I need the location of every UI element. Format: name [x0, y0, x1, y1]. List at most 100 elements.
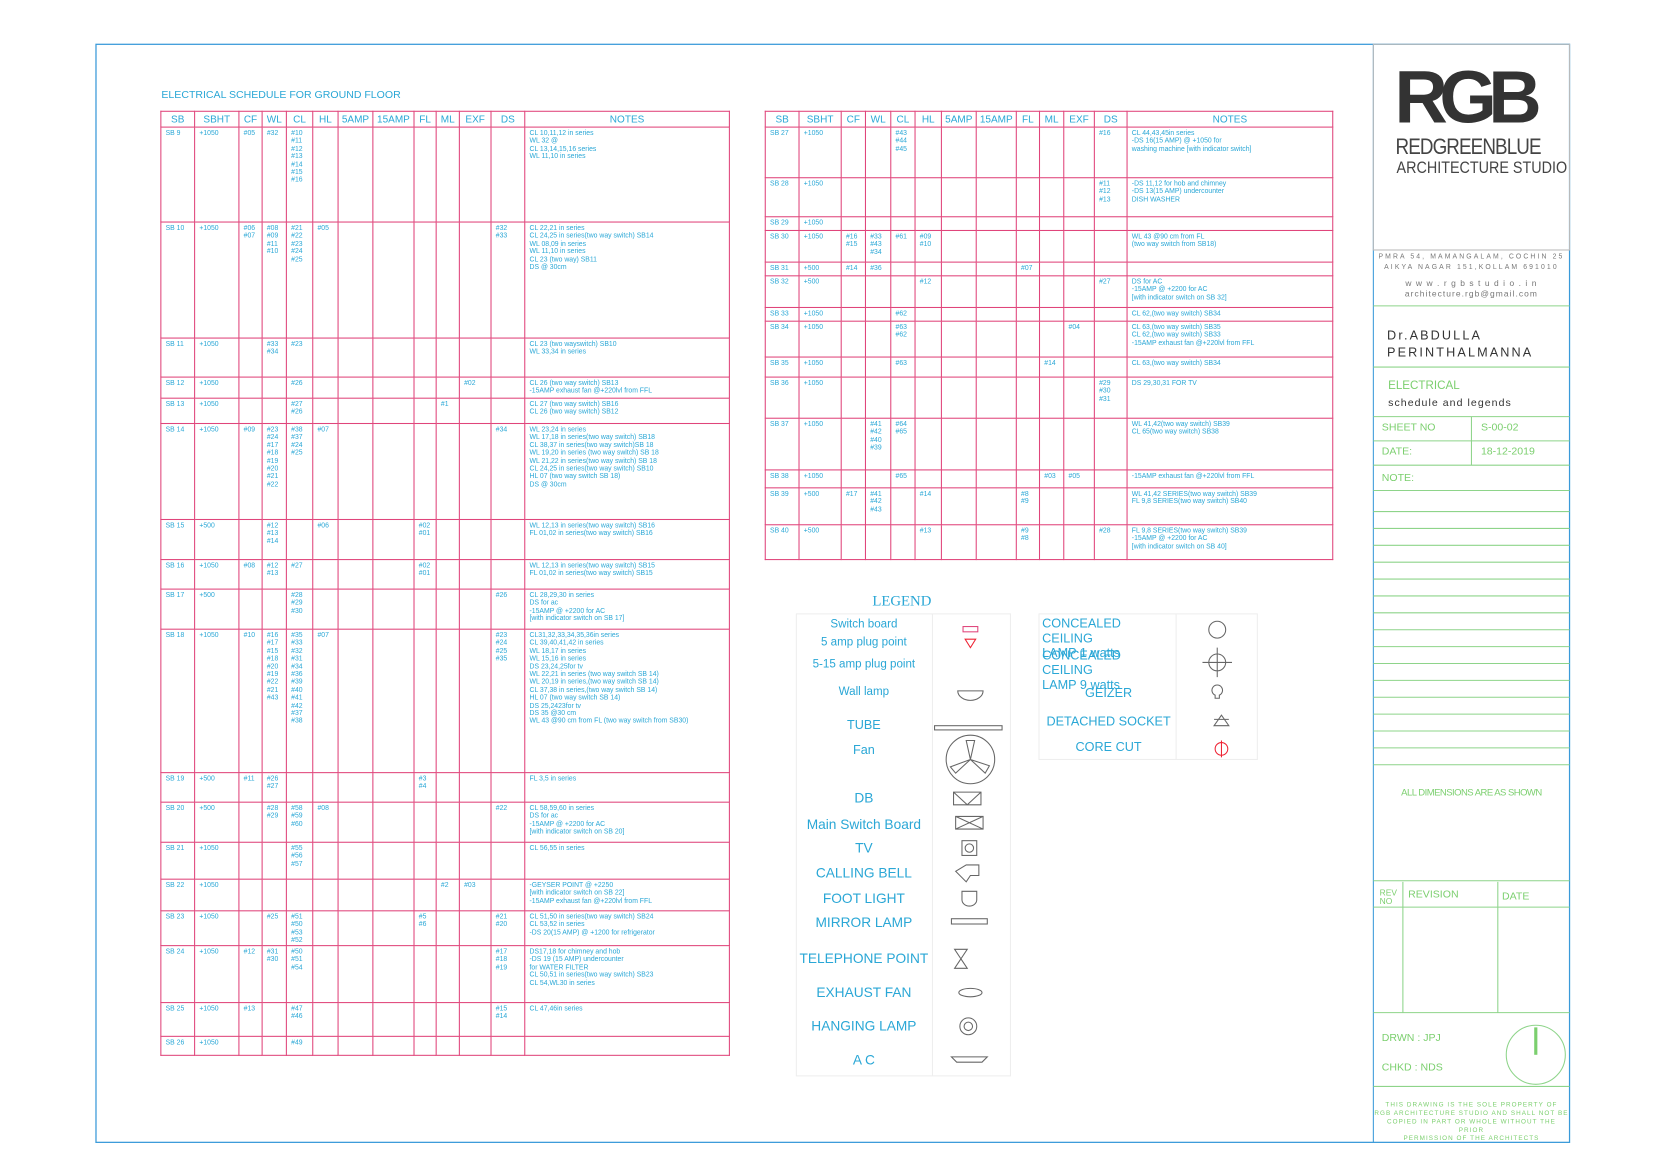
- logo: RGB: [1394, 55, 1541, 139]
- table-cell: [312, 842, 339, 880]
- table-row: SB 33 +1050 #62 CL 62,(two way switch) SB34: [764, 307, 1334, 322]
- table-cell: WL 12,13 in series(two way switch) SB16 …: [524, 519, 730, 561]
- table-cell: [975, 377, 1017, 419]
- table-cell: #23 #24 #17 #18 #19 #20 #21 #22: [261, 423, 287, 521]
- table-cell: SB 26: [160, 1036, 196, 1056]
- table-cell: [840, 524, 866, 561]
- table-cell: [1063, 418, 1095, 471]
- north-circle: [1505, 1024, 1566, 1085]
- table-cell: [238, 879, 263, 912]
- drawing-sub: schedule and legends: [1388, 397, 1512, 410]
- date-value: 18-12-2019: [1480, 446, 1535, 458]
- column-header: CF: [840, 110, 866, 128]
- table-cell: [840, 177, 866, 218]
- table-cell: [914, 321, 942, 358]
- wall-lamp-symbol: [957, 690, 984, 701]
- table-cell: [1093, 418, 1128, 471]
- table-cell: [1093, 307, 1128, 322]
- checked-by: CHKD : NDS: [1381, 1062, 1443, 1074]
- table-cell: #09: [238, 423, 263, 521]
- exhaust-fan-symbol: [958, 987, 983, 998]
- table-cell: [914, 262, 942, 277]
- table-cell: [238, 842, 263, 880]
- table-cell: [435, 772, 460, 803]
- table-cell: [458, 910, 492, 947]
- table-cell: SB 17: [160, 589, 196, 630]
- table-cell: [890, 275, 916, 309]
- table-cell: [413, 1002, 437, 1037]
- table-cell: [372, 910, 415, 947]
- table-cell: [864, 216, 892, 232]
- sheet-label: SHEET NO: [1381, 421, 1436, 434]
- plug-symbol: [964, 638, 977, 649]
- table-cell: [490, 377, 526, 399]
- table-cell: [238, 802, 263, 843]
- table-cell: [337, 377, 374, 399]
- table-cell: [864, 524, 892, 561]
- table-row: SB 25 +1050 #13 #47 #46 #15 #14 CL 47,46in se…: [160, 1002, 730, 1037]
- table-cell: [261, 1002, 287, 1037]
- address-line: PMRA 54, MAMANGALAM, COCHIN 25: [1378, 253, 1565, 261]
- table-cell: [458, 222, 492, 339]
- table-cell: [940, 230, 977, 263]
- table-cell: [261, 879, 287, 912]
- table-cell: [1063, 262, 1095, 277]
- legend-label: HANGING LAMP: [811, 1017, 917, 1034]
- table-cell: #49: [285, 1036, 314, 1056]
- table-cell: [372, 879, 415, 912]
- table-cell: [975, 524, 1017, 561]
- table-cell: CL 10,11,12 in series WL 32 @ CL 13,14,1…: [524, 127, 730, 223]
- table-cell: [372, 338, 415, 378]
- table-cell: #16 #15: [840, 230, 866, 263]
- table-cell: [1038, 177, 1065, 218]
- table-cell: SB 10: [160, 222, 196, 339]
- table-cell: [840, 418, 866, 471]
- table-cell: #08: [238, 559, 263, 590]
- table-cell: #16: [1093, 127, 1128, 179]
- table-cell: [1063, 524, 1095, 561]
- table-cell: [940, 524, 977, 561]
- table-cell: SB 15: [160, 519, 196, 561]
- table-cell: [975, 357, 1017, 378]
- ceiling-lamp-symbol: [1208, 620, 1227, 639]
- column-header: 5AMP: [940, 110, 977, 128]
- table-cell: #3 #4: [413, 772, 437, 803]
- table-cell: #12 #13 #14: [261, 519, 287, 561]
- table-cell: [372, 222, 415, 339]
- table-cell: [975, 230, 1017, 263]
- table-cell: [490, 127, 526, 223]
- table-cell: [458, 127, 492, 223]
- header-row: SB SBHT CF WL CL HL 5AMP 15AMP FL ML EXF DS NOTES: [160, 110, 730, 128]
- table-row: SB 17 +500 #28 #29 #30 #26 CL 28,29,30 in se…: [160, 589, 730, 630]
- legend-label: CORE CUT: [1075, 739, 1142, 755]
- legend-label: MIRROR LAMP: [815, 914, 913, 931]
- table-cell: [435, 589, 460, 630]
- table-cell: SB 20: [160, 802, 196, 843]
- table-cell: #32: [261, 127, 287, 223]
- table-cell: #35 #33 #32 #31 #34 #36 #39 #40 #41 #42 …: [285, 629, 314, 774]
- table-cell: [490, 338, 526, 378]
- column-header: SBHT: [194, 110, 240, 128]
- table-cell: [940, 377, 977, 419]
- table-cell: +1050: [194, 842, 240, 880]
- table-cell: [458, 589, 492, 630]
- table-cell: [1063, 487, 1095, 526]
- column-header: WL: [864, 110, 892, 128]
- logo-box: [1372, 43, 1571, 251]
- studio-sub: ARCHITECTURE STUDIO: [1396, 159, 1568, 178]
- table-cell: SB 14: [160, 423, 196, 521]
- table-cell: [975, 307, 1017, 322]
- legend-label: CONCEALED CEILING LAMP 9 watts: [1042, 647, 1121, 692]
- table-cell: [312, 945, 339, 1004]
- socket-symbol: [1213, 714, 1230, 727]
- table-row: SB 23 +1050 #25 #51 #50 #53 #52 #5 #6 #21 #20…: [160, 910, 730, 947]
- table-cell: WL 41,42(two way switch) SB39 CL 65(two …: [1126, 418, 1334, 471]
- table-cell: SB 28: [764, 177, 800, 218]
- table-cell: #26: [285, 377, 314, 399]
- tube-symbol: [934, 725, 1003, 731]
- drawn-by: DRWN : JPJ: [1381, 1032, 1441, 1045]
- table-cell: #51 #50 #53 #52: [285, 910, 314, 947]
- table-cell: #12: [238, 945, 263, 1004]
- table-cell: DS 29,30,31 FOR TV: [1126, 377, 1334, 419]
- legend-label: 5-15 amp plug point: [812, 658, 916, 671]
